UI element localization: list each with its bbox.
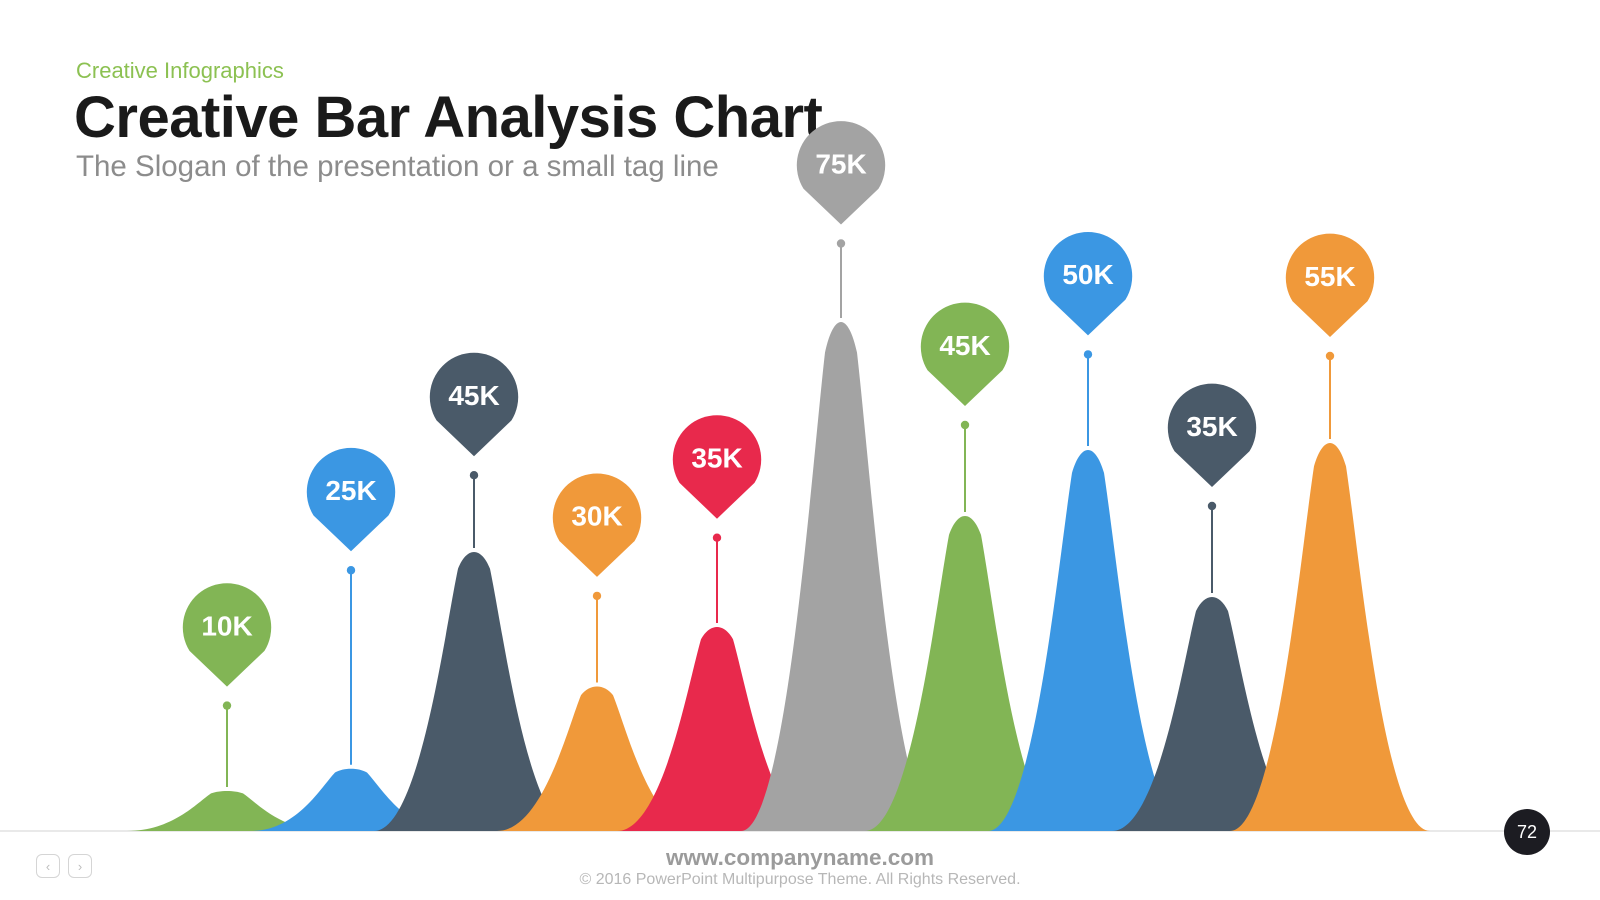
svg-text:50K: 50K (1062, 259, 1113, 290)
svg-text:75K: 75K (815, 148, 866, 179)
svg-text:10K: 10K (201, 610, 252, 641)
svg-text:35K: 35K (691, 443, 742, 474)
svg-text:35K: 35K (1186, 411, 1237, 442)
svg-text:45K: 45K (448, 380, 499, 411)
svg-text:30K: 30K (571, 501, 622, 532)
svg-text:45K: 45K (939, 330, 990, 361)
svg-text:55K: 55K (1304, 261, 1355, 292)
svg-text:25K: 25K (325, 475, 376, 506)
